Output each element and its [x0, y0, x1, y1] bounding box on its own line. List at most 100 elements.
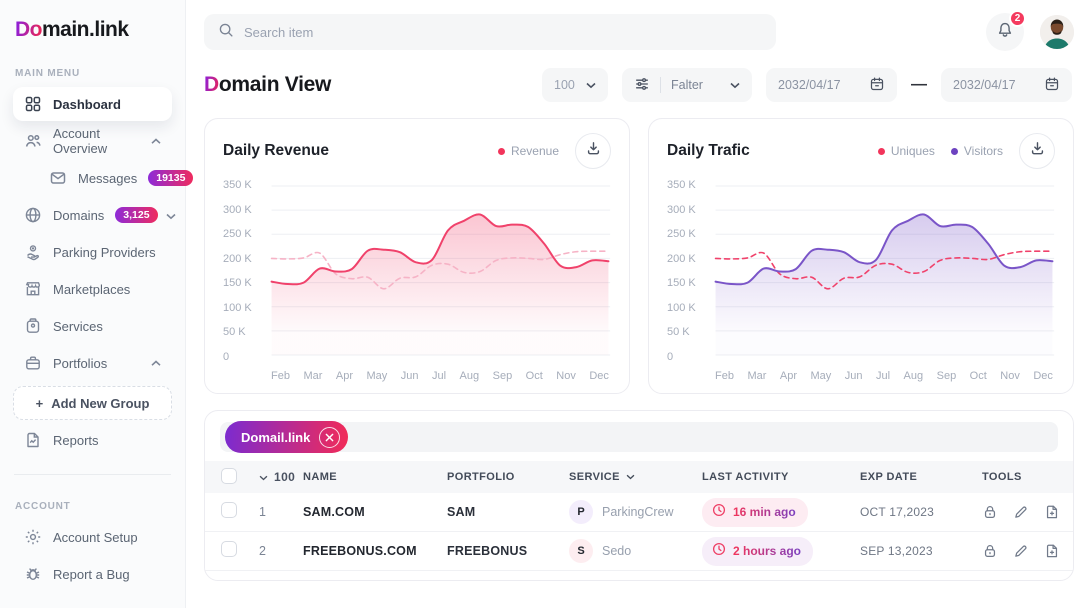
column-header-last-activity[interactable]: LAST ACTIVITY: [702, 471, 789, 483]
y-tick-label: 250 K: [667, 228, 696, 241]
storefront-icon: [24, 280, 42, 298]
date-to-picker[interactable]: 2032/04/17: [941, 68, 1072, 102]
file-plus-icon[interactable]: [1044, 504, 1060, 520]
active-filter-chip[interactable]: Domail.link: [225, 421, 349, 453]
chevron-up-icon[interactable]: [151, 359, 161, 367]
lock-icon[interactable]: [982, 504, 998, 520]
column-header-service[interactable]: SERVICE: [569, 471, 702, 483]
last-activity-cell: 16 min ago: [702, 497, 860, 527]
page-size-select[interactable]: 100: [542, 68, 608, 102]
edit-pencil-icon[interactable]: [1013, 543, 1029, 559]
activity-text: 16 min ago: [733, 505, 796, 519]
sidebar-item-reports[interactable]: Reports: [13, 423, 172, 457]
plus-icon: +: [35, 395, 44, 411]
messages-count-badge: 19135: [148, 169, 194, 187]
top-right-actions: 2: [986, 10, 1074, 51]
bell-icon: [996, 21, 1014, 44]
dashboard-icon: [24, 95, 42, 113]
select-all-checkbox[interactable]: [221, 467, 237, 484]
table-row[interactable]: 1 SAM.COM SAM P ParkingCrew 16 min ago O…: [205, 493, 1073, 532]
column-header-exp-date[interactable]: EXP DATE: [860, 471, 918, 483]
date-range-separator: —: [911, 76, 927, 93]
domains-count-badge: 3,125: [115, 206, 158, 224]
sidebar-item-domains[interactable]: Domains 3,125: [13, 198, 176, 232]
chevron-down-icon[interactable]: [259, 470, 268, 484]
download-chart-button[interactable]: [1019, 133, 1055, 169]
sidebar-item-account-setup[interactable]: Account Setup: [13, 520, 172, 554]
sliders-icon: [634, 76, 650, 95]
chevron-down-icon: [730, 78, 740, 92]
notifications-button[interactable]: 2: [986, 10, 1026, 51]
sidebar-item-report-a-bug[interactable]: Report a Bug: [13, 557, 172, 591]
report-document-icon: [24, 431, 42, 449]
last-activity-cell: 2 hours ago: [702, 536, 860, 566]
x-tick-label: Oct: [525, 370, 543, 382]
x-tick-label: Dec: [1033, 370, 1053, 382]
sidebar-item-parking-providers[interactable]: Parking Providers: [13, 235, 172, 269]
y-tick-label: 300 K: [223, 203, 252, 216]
tools-cell: [982, 504, 1073, 520]
column-header-name[interactable]: NAME: [303, 471, 337, 483]
column-header-portfolio[interactable]: PORTFOLIO: [447, 471, 515, 483]
y-tick-label: 0: [667, 350, 674, 363]
filter-dropdown[interactable]: Falter: [622, 68, 752, 102]
row-checkbox[interactable]: [221, 501, 237, 518]
chevron-down-icon[interactable]: [166, 208, 176, 223]
portfolio-name: FREEBONUS: [447, 544, 528, 558]
sidebar-item-label: Reports: [53, 432, 99, 448]
service-initial-badge: P: [569, 500, 593, 524]
x-tick-label: May: [366, 370, 388, 382]
sidebar-item-label: Messages: [78, 170, 138, 186]
search-icon: [218, 22, 234, 43]
search-box[interactable]: [204, 14, 776, 50]
date-from-picker[interactable]: 2032/04/17: [766, 68, 897, 102]
file-plus-icon[interactable]: [1044, 543, 1060, 559]
chevron-up-icon[interactable]: [151, 137, 161, 145]
sidebar-item-label: Report a Bug: [53, 566, 130, 582]
hand-coin-icon: [24, 243, 42, 261]
main-menu-label: MAIN MENU: [15, 68, 80, 79]
edit-pencil-icon[interactable]: [1013, 504, 1029, 520]
x-tick-label: Mar: [747, 370, 767, 382]
sidebar-item-messages[interactable]: Messages 19135: [38, 161, 194, 195]
sidebar-item-portfolios[interactable]: Portfolios: [13, 346, 172, 380]
download-icon: [1029, 140, 1046, 162]
add-new-group-label: Add New Group: [51, 395, 150, 411]
x-tick-label: Aug: [903, 370, 924, 382]
user-avatar[interactable]: [1040, 15, 1074, 49]
lock-icon[interactable]: [982, 543, 998, 559]
sidebar-item-label: Account Setup: [53, 529, 138, 545]
x-tick-label: Jul: [432, 370, 447, 382]
x-tick-label: Feb: [715, 370, 734, 382]
charts-row: Daily Revenue Revenue 350 K 300 K 250 K 200…: [204, 118, 1074, 394]
sidebar-item-marketplaces[interactable]: Marketplaces: [13, 272, 172, 306]
x-tick-label: Apr: [779, 370, 798, 382]
globe-icon: [24, 206, 42, 224]
chip-label: Domail.link: [241, 429, 311, 445]
x-tick-label: Feb: [271, 370, 290, 382]
sidebar-item-dashboard[interactable]: Dashboard: [13, 87, 172, 121]
chart-legend: Revenue: [497, 144, 559, 158]
search-input[interactable]: [244, 24, 762, 40]
y-axis: 350 K 300 K 250 K 200 K 150 K 100 K 50 K 0: [223, 178, 263, 364]
brand-logo[interactable]: Domain.link: [15, 18, 129, 41]
calendar-icon: [1044, 76, 1060, 95]
sidebar-item-account-overview[interactable]: Account Overview: [13, 124, 172, 158]
sidebar-item-services[interactable]: Services: [13, 309, 172, 343]
x-axis: Feb Mar Apr May Jun Jul Aug Sep Oct Nov Dec: [269, 363, 611, 382]
add-new-group-button[interactable]: + Add New Group: [13, 386, 172, 420]
daily-revenue-chart-card: Daily Revenue Revenue 350 K 300 K 250 K 200…: [204, 118, 630, 394]
row-checkbox[interactable]: [221, 540, 237, 557]
sidebar: Domain.link MAIN MENU Dashboard Account …: [0, 0, 194, 608]
y-tick-label: 100 K: [223, 301, 252, 314]
x-tick-label: Mar: [303, 370, 323, 382]
remove-filter-button[interactable]: [319, 426, 341, 448]
download-chart-button[interactable]: [575, 133, 611, 169]
x-tick-label: Jul: [876, 370, 891, 382]
date-from-value: 2032/04/17: [778, 78, 841, 92]
chart-title: Daily Revenue: [223, 142, 329, 159]
table-row[interactable]: 2 FREEBONUS.COM FREEBONUS S Sedo 2 hours…: [205, 532, 1073, 571]
activity-text: 2 hours ago: [733, 544, 802, 558]
x-tick-label: Jun: [844, 370, 863, 382]
main-content: 2 Domain View 100 Falt: [186, 0, 1088, 608]
